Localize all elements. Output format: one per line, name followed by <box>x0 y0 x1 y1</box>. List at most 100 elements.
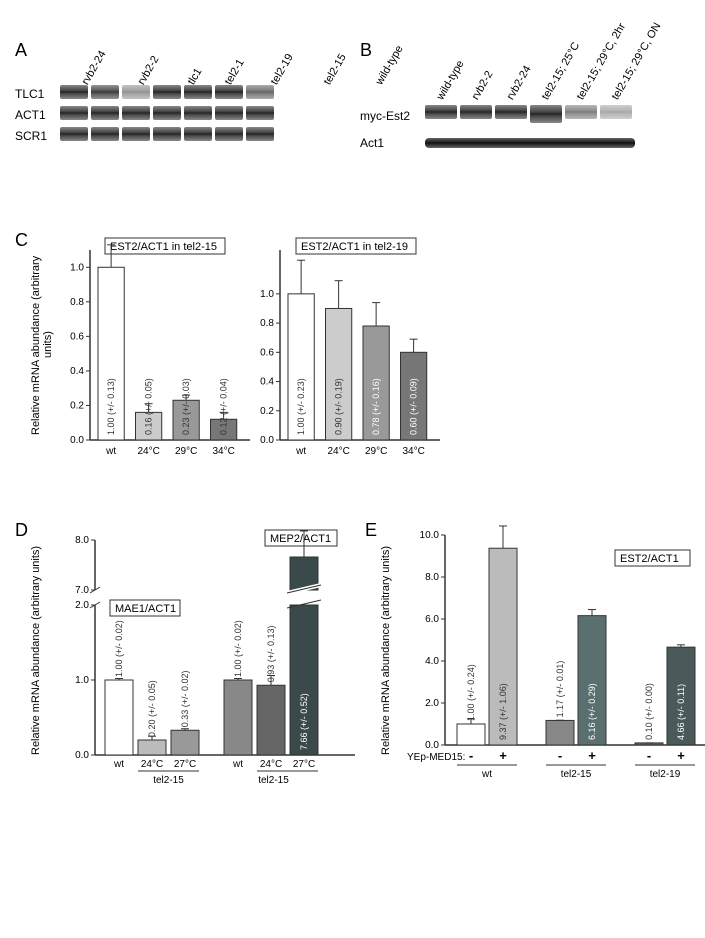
svg-text:1.00 (+/- 0.24): 1.00 (+/- 0.24) <box>466 664 476 721</box>
svg-text:EST2/ACT1: EST2/ACT1 <box>620 553 679 565</box>
blot-row <box>60 106 274 120</box>
svg-text:tel2-15: tel2-15 <box>153 775 184 786</box>
svg-text:EST2/ACT1 in tel2-19: EST2/ACT1 in tel2-19 <box>301 241 408 253</box>
svg-text:0.93 (+/- 0.13): 0.93 (+/- 0.13) <box>266 625 276 682</box>
panel-d-label: D <box>15 520 28 541</box>
svg-text:0.0: 0.0 <box>260 435 274 446</box>
svg-text:27°C: 27°C <box>293 759 315 770</box>
panel-b-label: B <box>360 40 372 61</box>
blot-row <box>425 105 632 123</box>
svg-text:8.0: 8.0 <box>425 572 439 583</box>
svg-text:0.78 (+/- 0.16): 0.78 (+/- 0.16) <box>371 378 381 435</box>
lane: rvb2-24 <box>505 64 534 102</box>
svg-text:0.6: 0.6 <box>70 331 84 342</box>
svg-text:wt: wt <box>113 759 124 770</box>
chart-c1: 0.0 0.2 0.4 0.6 0.8 1.0 EST2/ACT1 in tel2-15 1.… <box>55 230 255 470</box>
svg-text:0.60 (+/- 0.09): 0.60 (+/- 0.09) <box>409 378 419 435</box>
panel-a-blots: TLC1 ACT1 SCR1 <box>15 85 274 144</box>
svg-text:1.00 (+/- 0.02): 1.00 (+/- 0.02) <box>114 620 124 677</box>
svg-text:24°C: 24°C <box>141 759 163 770</box>
svg-text:0.6: 0.6 <box>260 347 274 358</box>
lane: rvb2-2 <box>136 54 162 87</box>
lane: rvb2-2 <box>470 69 496 102</box>
svg-text:2.0: 2.0 <box>75 600 89 611</box>
blot-row <box>60 127 274 141</box>
panel-a-lanes: rvb2-24 rvb2-2 tlc1 tel2-1 tel2-19 tel2-… <box>80 30 322 42</box>
svg-text:0.10 (+/- 0.00): 0.10 (+/- 0.00) <box>644 683 654 740</box>
svg-text:8.0: 8.0 <box>75 535 89 546</box>
svg-text:-: - <box>469 748 473 763</box>
act1-band <box>425 138 635 148</box>
svg-text:wt: wt <box>105 446 116 457</box>
row-label: Act1 <box>360 136 425 150</box>
svg-text:0.0: 0.0 <box>425 740 439 751</box>
row-label: SCR1 <box>15 129 60 143</box>
lane: tel2-15 <box>321 52 348 87</box>
chart-e: 0.02.04.06.08.010.0EST2/ACT11.00 (+/- 0.… <box>405 520 705 795</box>
svg-text:24°C: 24°C <box>260 759 282 770</box>
svg-text:+: + <box>499 748 507 763</box>
svg-text:0.2: 0.2 <box>70 400 84 411</box>
svg-text:1.0: 1.0 <box>75 675 89 686</box>
panel-c-label: C <box>15 230 28 251</box>
lane: tel2-19 <box>269 52 296 87</box>
svg-text:1.0: 1.0 <box>260 289 274 300</box>
svg-text:0.12 (+/- 0.04): 0.12 (+/- 0.04) <box>219 378 229 435</box>
svg-text:wt: wt <box>481 769 492 780</box>
lane: rvb2-24 <box>80 49 109 87</box>
svg-text:tel2-19: tel2-19 <box>650 769 681 780</box>
svg-text:0.33 (+/- 0.02): 0.33 (+/- 0.02) <box>180 670 190 727</box>
svg-text:-: - <box>647 748 651 763</box>
svg-text:1.00 (+/- 0.13): 1.00 (+/- 0.13) <box>106 378 116 435</box>
svg-text:1.00 (+/- 0.23): 1.00 (+/- 0.23) <box>296 378 306 435</box>
svg-text:1.00 (+/- 0.02): 1.00 (+/- 0.02) <box>233 620 243 677</box>
svg-text:6.0: 6.0 <box>425 614 439 625</box>
svg-text:tel2-15: tel2-15 <box>258 775 289 786</box>
svg-text:0.2: 0.2 <box>260 406 274 417</box>
svg-text:0.0: 0.0 <box>75 750 89 761</box>
svg-text:27°C: 27°C <box>174 759 196 770</box>
svg-text:2.0: 2.0 <box>425 698 439 709</box>
svg-text:EST2/ACT1 in tel2-15: EST2/ACT1 in tel2-15 <box>110 241 217 253</box>
svg-text:0.23 (+/- 0.03): 0.23 (+/- 0.03) <box>181 378 191 435</box>
svg-text:MEP2/ACT1: MEP2/ACT1 <box>270 533 331 545</box>
y-axis-title: Relative mRNA abundance (arbitrary units… <box>30 250 54 440</box>
chart-d: 7.0 8.0 0.0 1.0 2.0 MAE1/ACT1 MEP2/ACT1 1.00 (+… <box>55 520 365 795</box>
row-label: myc-Est2 <box>360 109 425 123</box>
blot-row <box>60 85 274 99</box>
svg-text:+: + <box>677 748 685 763</box>
panel-b-blots: myc-Est2 Act1 <box>360 105 635 150</box>
svg-text:7.66 (+/- 0.52): 7.66 (+/- 0.52) <box>299 693 309 750</box>
svg-text:34°C: 34°C <box>212 446 234 457</box>
svg-text:MAE1/ACT1: MAE1/ACT1 <box>115 603 176 615</box>
svg-text:1.0: 1.0 <box>70 262 84 273</box>
svg-text:29°C: 29°C <box>365 446 387 457</box>
panel-a-label: A <box>15 40 27 61</box>
svg-text:29°C: 29°C <box>175 446 197 457</box>
svg-text:4.0: 4.0 <box>425 656 439 667</box>
svg-text:7.0: 7.0 <box>75 585 89 596</box>
svg-text:34°C: 34°C <box>402 446 424 457</box>
svg-text:0.8: 0.8 <box>260 318 274 329</box>
svg-text:6.16 (+/- 0.29): 6.16 (+/- 0.29) <box>587 683 597 740</box>
svg-text:0.16 (+/- 0.05): 0.16 (+/- 0.05) <box>144 378 154 435</box>
lane: tel2-1 <box>222 57 246 87</box>
svg-text:0.0: 0.0 <box>70 435 84 446</box>
panel-e-label: E <box>365 520 377 541</box>
svg-text:0.4: 0.4 <box>70 366 84 377</box>
row-label: TLC1 <box>15 87 60 101</box>
svg-text:24°C: 24°C <box>137 446 159 457</box>
y-axis-title: Relative mRNA abundance (arbitrary units… <box>30 540 42 760</box>
svg-text:9.37 (+/- 1.06): 9.37 (+/- 1.06) <box>498 683 508 740</box>
lane: wild-type <box>435 58 467 102</box>
svg-text:0.8: 0.8 <box>70 297 84 308</box>
svg-text:0.4: 0.4 <box>260 377 274 388</box>
lane: wild-type <box>374 43 406 87</box>
svg-text:1.17 (+/- 0.01): 1.17 (+/- 0.01) <box>555 661 565 718</box>
svg-text:24°C: 24°C <box>327 446 349 457</box>
svg-text:0.20 (+/- 0.05): 0.20 (+/- 0.05) <box>147 680 157 737</box>
svg-text:+: + <box>588 748 596 763</box>
svg-text:YEp-MED15:: YEp-MED15: <box>407 752 465 763</box>
lane: tlc1 <box>186 66 205 87</box>
svg-text:0.90 (+/- 0.19): 0.90 (+/- 0.19) <box>334 378 344 435</box>
